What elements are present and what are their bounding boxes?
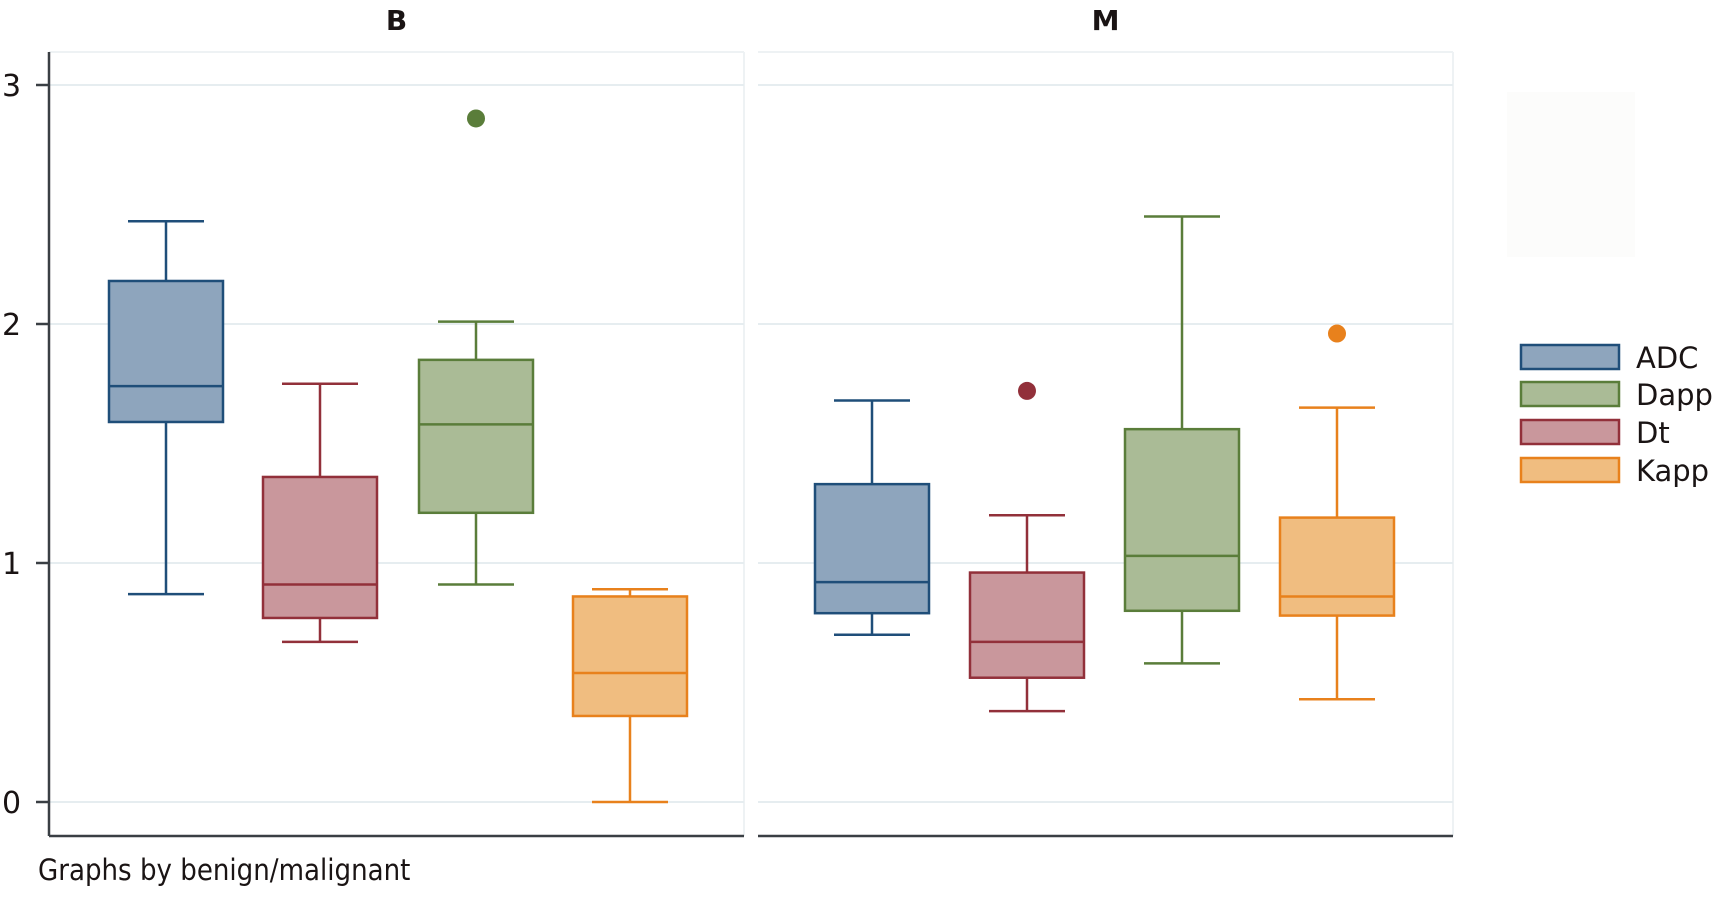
legend-item-adc: ADC <box>1519 341 1698 375</box>
legend-label: Dt <box>1636 416 1670 450</box>
legend-swatch <box>1519 456 1621 484</box>
legend-swatch <box>1519 418 1621 446</box>
legend-swatch <box>1519 380 1621 408</box>
box-adc-B <box>107 219 225 596</box>
legend-item-kapp: Kapp <box>1519 454 1709 488</box>
legend-swatch <box>1519 343 1621 371</box>
iqr-box <box>1123 427 1241 613</box>
box-dapp-B <box>417 109 535 586</box>
legend-label: ADC <box>1636 341 1698 375</box>
legend-item-dt: Dt <box>1519 416 1670 450</box>
box-dt-M <box>968 381 1086 713</box>
outlier-point <box>1328 324 1346 343</box>
box-kapp-M <box>1278 324 1396 701</box>
y-tick-label: 1 <box>2 547 21 582</box>
box-kapp-B <box>571 588 689 804</box>
outlier-point <box>467 109 485 128</box>
iqr-box <box>107 279 225 424</box>
y-tick-label: 0 <box>2 786 21 821</box>
box-dapp-M <box>1123 215 1241 665</box>
iqr-box <box>571 595 689 718</box>
panel-M: M <box>758 4 1454 838</box>
legend-label: Kapp <box>1636 454 1709 488</box>
iqr-box <box>417 358 535 515</box>
panel-title: M <box>1092 4 1120 37</box>
chart-note: Graphs by benign/malignant <box>38 853 411 887</box>
panel-title: B <box>386 4 407 37</box>
legend-background <box>1507 92 1635 257</box>
y-tick-label: 2 <box>2 308 21 343</box>
outlier-point <box>1018 381 1036 400</box>
box-adc-M <box>813 399 931 636</box>
y-tick-label: 3 <box>2 69 21 104</box>
box-dt-B <box>261 382 379 644</box>
legend-label: Dapp <box>1636 378 1713 412</box>
iqr-box <box>813 482 931 615</box>
legend-item-dapp: Dapp <box>1519 378 1713 412</box>
iqr-box <box>1278 516 1396 617</box>
panel-B: 0 1 2 3 B <box>2 4 745 838</box>
iqr-box <box>968 571 1086 679</box>
iqr-box <box>261 475 379 620</box>
